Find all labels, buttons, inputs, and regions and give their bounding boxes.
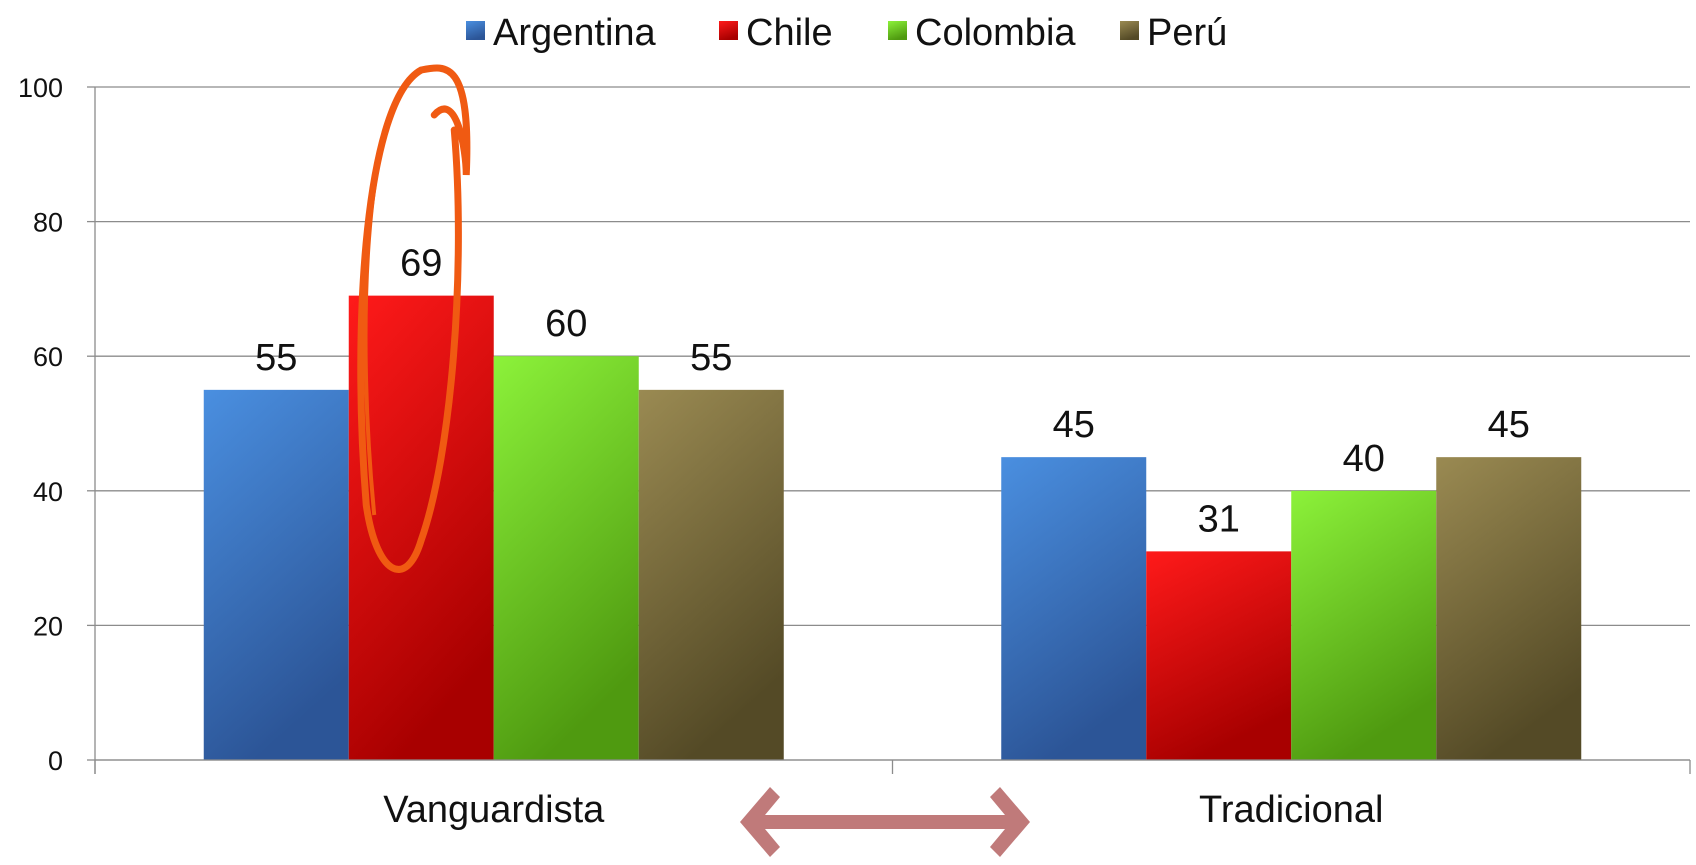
legend-item-chile[interactable]: Chile — [719, 12, 833, 54]
legend-label: Perú — [1147, 12, 1227, 54]
data-label-argentina-tradicional: 45 — [1053, 404, 1095, 446]
data-labels: 55 69 60 55 45 31 40 45 — [255, 243, 1530, 541]
highlight-loop — [357, 64, 471, 573]
bar-argentina-tradicional[interactable] — [1001, 457, 1147, 760]
legend-label: Chile — [746, 12, 833, 54]
data-label-colombia-vanguardista: 60 — [545, 303, 587, 345]
highlight-loop-stroke — [363, 71, 418, 516]
x-category-label-vanguardista: Vanguardista — [383, 789, 605, 831]
data-label-peru-vanguardista: 55 — [690, 337, 732, 379]
bar-chile-tradicional[interactable] — [1146, 551, 1292, 760]
legend-swatch — [1120, 21, 1139, 40]
data-label-peru-tradicional: 45 — [1488, 404, 1530, 446]
y-tick-label: 100 — [18, 73, 63, 103]
bar-colombia-vanguardista[interactable] — [493, 356, 639, 760]
data-label-chile-tradicional: 31 — [1198, 498, 1240, 540]
y-tick-label: 20 — [33, 611, 63, 641]
legend-label: Colombia — [915, 12, 1076, 54]
data-label-argentina-vanguardista: 55 — [255, 337, 297, 379]
bar-peru-vanguardista[interactable] — [638, 389, 784, 760]
bar-colombia-tradicional[interactable] — [1291, 490, 1437, 760]
y-tick-label: 0 — [48, 746, 63, 776]
data-label-colombia-tradicional: 40 — [1343, 438, 1385, 480]
legend[interactable]: Argentina Chile Colombia Perú — [466, 12, 1227, 54]
axes: 0 20 40 60 80 100 Vanguardista Tradicional — [18, 73, 1691, 831]
double-arrow-icon — [740, 787, 1030, 857]
y-tick-label: 40 — [33, 477, 63, 507]
bar-argentina-vanguardista[interactable] — [203, 389, 349, 760]
annotations — [357, 64, 1030, 857]
y-tick-label: 80 — [33, 208, 63, 238]
legend-swatch — [466, 21, 485, 40]
legend-item-argentina[interactable]: Argentina — [466, 12, 657, 54]
bar-peru-tradicional[interactable] — [1436, 457, 1582, 760]
legend-item-peru[interactable]: Perú — [1120, 12, 1227, 54]
legend-label: Argentina — [493, 12, 657, 54]
legend-item-colombia[interactable]: Colombia — [888, 12, 1076, 54]
double-arrow-shape — [740, 787, 1030, 857]
legend-swatch — [888, 21, 907, 40]
legend-swatch — [719, 21, 738, 40]
bars — [203, 295, 1582, 760]
data-label-chile-vanguardista: 69 — [400, 243, 442, 285]
x-category-label-tradicional: Tradicional — [1199, 789, 1383, 831]
y-tick-label: 60 — [33, 342, 63, 372]
